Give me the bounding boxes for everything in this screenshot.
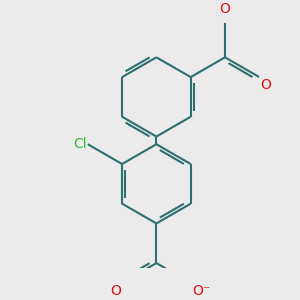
Text: Cl: Cl bbox=[73, 137, 86, 151]
Text: O⁻: O⁻ bbox=[192, 284, 210, 298]
Text: O: O bbox=[110, 284, 121, 298]
Text: O: O bbox=[220, 2, 230, 16]
Text: O: O bbox=[261, 78, 272, 92]
